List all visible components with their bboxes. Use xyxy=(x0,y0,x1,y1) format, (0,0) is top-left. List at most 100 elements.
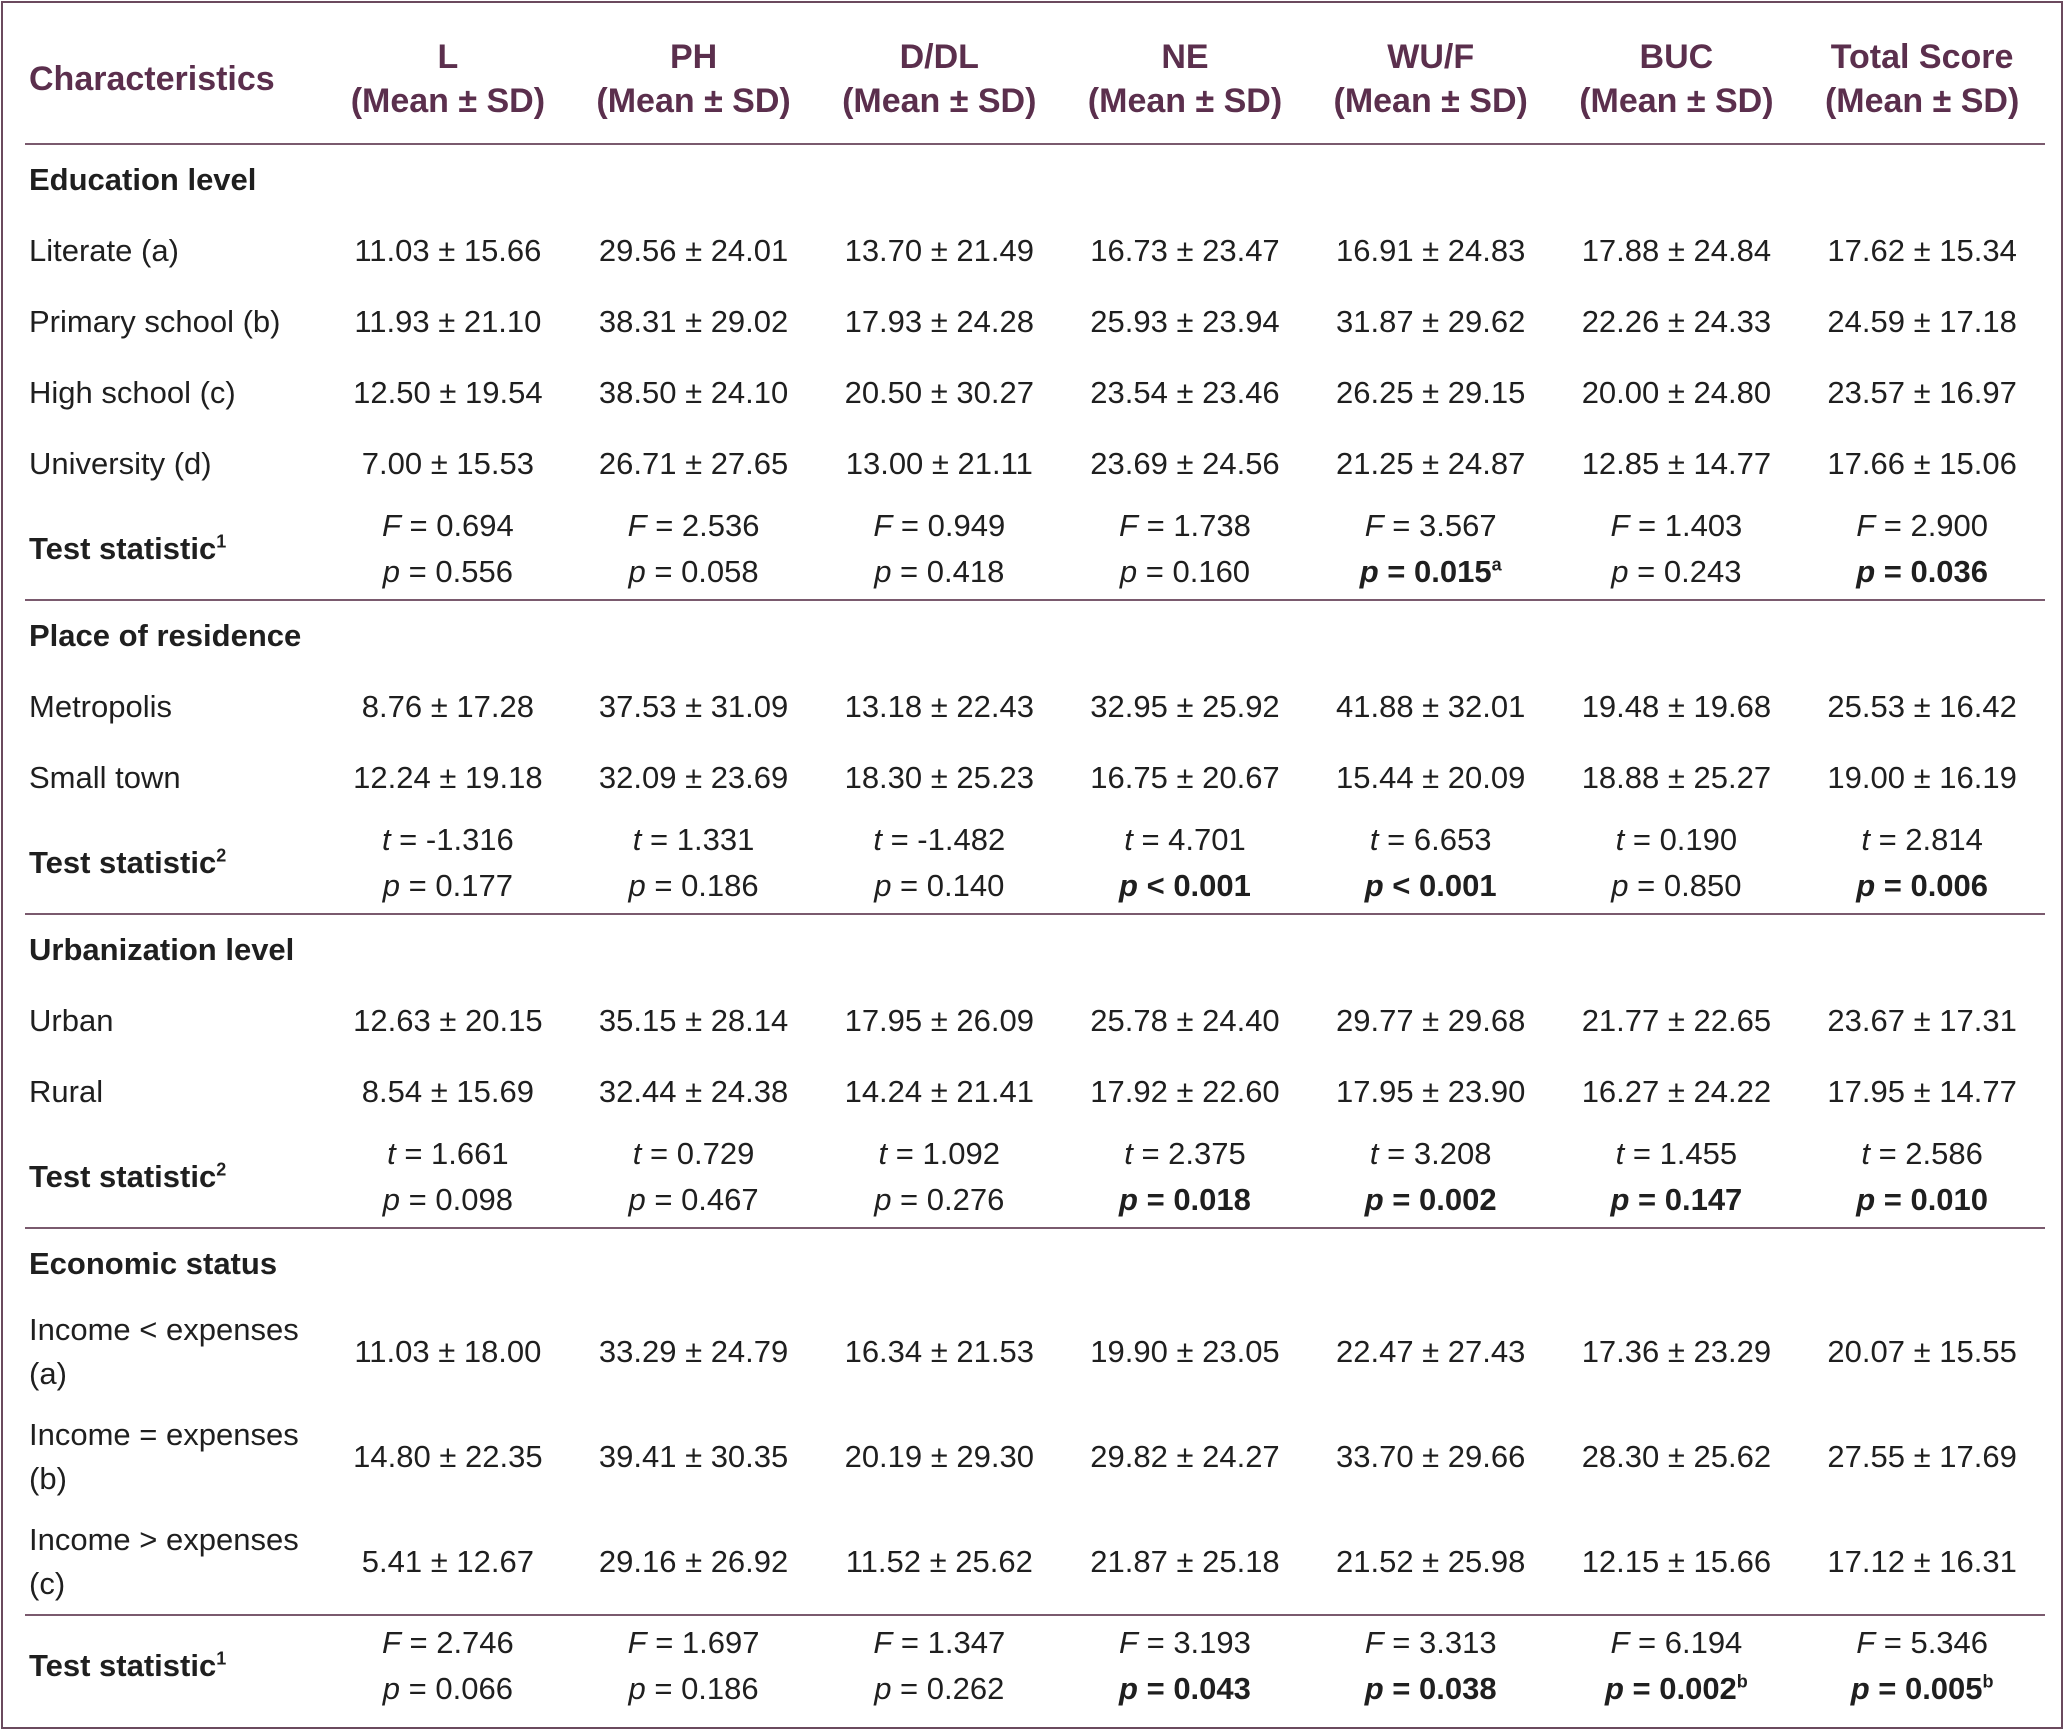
table-cell: 17.36 ± 23.29 xyxy=(1581,1333,1772,1369)
table-cell: 19.48 ± 19.68 xyxy=(1581,688,1772,724)
test-cell: F = 1.347 p = 0.262 xyxy=(816,1615,1062,1716)
stat-value: = 3.193 xyxy=(1137,1625,1251,1660)
p-value: = 0.556 xyxy=(400,554,513,589)
stat-symbol: F xyxy=(1119,1625,1138,1660)
header-line2: (Mean ± SD) xyxy=(596,82,791,120)
stat-line: F = 1.347 xyxy=(816,1620,1062,1666)
test-statistic-label: Test statistic2 xyxy=(25,1127,326,1229)
table-cell: 21.87 ± 25.18 xyxy=(1062,1509,1308,1616)
test-label-text: Test statistic xyxy=(29,1648,217,1683)
p-superscript: b xyxy=(1736,1671,1748,1692)
row-label: Income > expenses (c) xyxy=(25,1509,326,1616)
p-line: p = 0.556 xyxy=(325,549,571,595)
table-cell: 16.73 ± 23.47 xyxy=(1090,232,1280,268)
table-row: Urban 12.63 ± 20.15 35.15 ± 28.14 17.95 ± 2… xyxy=(25,985,2045,1056)
stat-symbol: t xyxy=(632,1136,642,1171)
stat-value: = 3.567 xyxy=(1383,508,1497,543)
row-label: Primary school (b) xyxy=(29,303,281,339)
test-cell: t = -1.316 p = 0.177 xyxy=(325,813,571,915)
stat-line: t = 6.653 xyxy=(1308,817,1554,863)
p-line: p = 0.186 xyxy=(571,863,817,909)
stat-line: F = 1.697 xyxy=(571,1620,817,1666)
table-cell: 32.09 ± 23.69 xyxy=(598,759,789,795)
p-line: p = 0.243 xyxy=(1554,549,1800,595)
p-line: p < 0.001 xyxy=(1308,863,1554,909)
table-cell: 21.52 ± 25.98 xyxy=(1307,1509,1554,1616)
header-line1: PH xyxy=(669,38,718,76)
test-cell: t = 4.701 p < 0.001 xyxy=(1062,813,1308,915)
p-line: p = 0.002 xyxy=(1308,1177,1554,1223)
p-symbol: p xyxy=(1119,1671,1138,1706)
test-cell: t = -1.482 p = 0.140 xyxy=(816,813,1063,915)
p-symbol: p xyxy=(628,1671,646,1706)
p-value: = 0.243 xyxy=(1628,554,1742,589)
p-value: = 0.262 xyxy=(891,1671,1005,1706)
stat-value: = 2.900 xyxy=(1875,508,1989,543)
section-row: Economic status xyxy=(25,1228,2045,1299)
table-cell: 35.15 ± 28.14 xyxy=(598,1002,789,1038)
table-cell: 23.67 ± 17.31 xyxy=(1827,1002,2017,1038)
p-line: p = 0.058 xyxy=(571,549,817,595)
table-cell: 25.53 ± 16.42 xyxy=(1827,688,2017,724)
stat-line: F = 0.949 xyxy=(816,503,1062,549)
p-line: p = 0.036 xyxy=(1799,549,2045,595)
table-cell: 27.55 ± 17.69 xyxy=(1827,1438,2017,1474)
stat-line: t = -1.482 xyxy=(816,817,1062,863)
header-row: Characteristics L (Mean ± SD) PH (Mean ± SD)… xyxy=(25,17,2045,145)
p-superscript: b xyxy=(1982,1671,1994,1692)
stat-value: = 2.536 xyxy=(646,508,760,543)
stat-symbol: F xyxy=(381,1625,401,1660)
table-cell: 29.56 ± 24.01 xyxy=(598,232,789,268)
p-value: = 0.066 xyxy=(400,1671,513,1706)
stat-value: = 1.738 xyxy=(1137,508,1251,543)
p-symbol: p xyxy=(1364,1182,1384,1217)
stat-symbol: t xyxy=(632,822,642,857)
header-line1: Total Score xyxy=(1830,38,2014,76)
stat-line: t = 0.729 xyxy=(571,1131,817,1177)
test-statistic-row: Test statistic2 t = 1.661 p = 0.098 t = 0.7… xyxy=(25,1127,2045,1229)
table-cell: 24.59 ± 17.18 xyxy=(1827,303,2017,339)
header-line2: (Mean ± SD) xyxy=(1579,82,1774,120)
p-line: p = 0.140 xyxy=(816,863,1062,909)
stat-value: = 0.949 xyxy=(892,508,1006,543)
stat-symbol: F xyxy=(1610,1625,1630,1660)
test-cell: F = 3.193 p = 0.043 xyxy=(1062,1615,1308,1716)
stat-value: = 0.190 xyxy=(1624,822,1738,857)
stat-line: t = 1.092 xyxy=(816,1131,1062,1177)
section-title: Economic status xyxy=(29,1246,278,1281)
table-row: Rural 8.54 ± 15.69 32.44 ± 24.38 14.24 ± 21… xyxy=(25,1056,2045,1127)
table-row: University (d) 7.00 ± 15.53 26.71 ± 27.65 1… xyxy=(25,428,2045,499)
table-cell: 22.47 ± 27.43 xyxy=(1335,1333,1526,1369)
table-cell: 33.70 ± 29.66 xyxy=(1335,1438,1526,1474)
test-cell: F = 2.536 p = 0.058 xyxy=(570,499,817,601)
table-cell: 25.93 ± 23.94 xyxy=(1090,303,1280,339)
section-row: Education level xyxy=(25,144,2045,215)
stat-value: = 1.347 xyxy=(892,1625,1006,1660)
footnote-mark: 1 xyxy=(216,531,227,552)
test-cell: F = 1.697 p = 0.186 xyxy=(571,1615,817,1716)
stat-value: = 0.729 xyxy=(641,1136,755,1171)
stat-line: F = 1.738 xyxy=(1062,503,1308,549)
table-cell: 17.88 ± 24.84 xyxy=(1581,232,1772,268)
p-line: p = 0.467 xyxy=(571,1177,817,1223)
table-cell: 26.25 ± 29.15 xyxy=(1335,374,1526,410)
header-line2: (Mean ± SD) xyxy=(1333,82,1528,120)
stat-value: = 1.661 xyxy=(395,1136,509,1171)
test-cell: t = 2.586 p = 0.010 xyxy=(1799,1127,2045,1229)
p-value: = 0.186 xyxy=(645,1671,759,1706)
table-cell: 12.24 ± 19.18 xyxy=(353,759,543,795)
p-superscript: a xyxy=(1491,554,1502,575)
stat-line: t = -1.316 xyxy=(325,817,571,863)
test-cell: t = 1.455 p = 0.147 xyxy=(1553,1127,1800,1229)
column-header: Total Score (Mean ± SD) xyxy=(1799,17,2045,145)
table-cell: 16.91 ± 24.83 xyxy=(1335,232,1526,268)
p-line: p = 0.160 xyxy=(1062,549,1308,595)
stat-value: = 3.208 xyxy=(1378,1136,1492,1171)
test-cell: t = 3.208 p = 0.002 xyxy=(1307,1127,1554,1229)
test-statistic-label: Test statistic1 xyxy=(25,1615,325,1716)
p-symbol: p xyxy=(1611,868,1629,903)
p-line: p = 0.418 xyxy=(816,549,1062,595)
p-line: p = 0.006 xyxy=(1799,863,2045,909)
table-cell: 17.66 ± 15.06 xyxy=(1827,445,2017,481)
footnote-mark: 1 xyxy=(216,1648,227,1669)
